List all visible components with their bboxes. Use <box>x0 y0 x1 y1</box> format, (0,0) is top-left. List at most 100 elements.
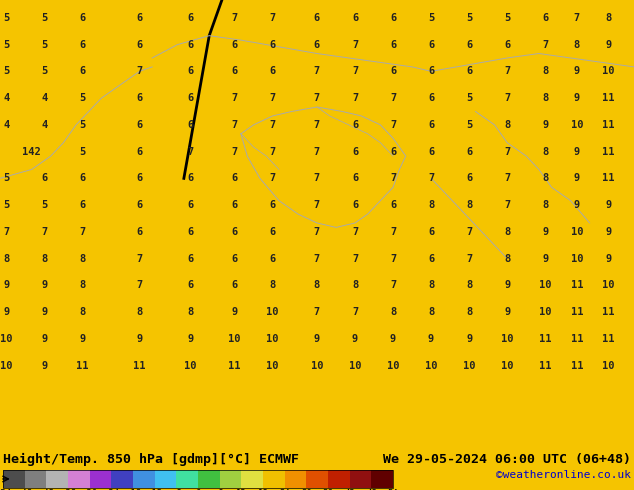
Text: 6: 6 <box>314 40 320 49</box>
Text: 5: 5 <box>79 120 86 130</box>
Text: 11: 11 <box>571 361 583 370</box>
Text: 6: 6 <box>428 66 434 76</box>
Bar <box>263 470 285 488</box>
Text: 7: 7 <box>504 200 510 210</box>
Bar <box>3 470 393 488</box>
Text: 7: 7 <box>136 66 143 76</box>
Text: 6: 6 <box>79 13 86 23</box>
Text: 36: 36 <box>323 489 333 490</box>
Text: 8: 8 <box>542 93 548 103</box>
Text: 7: 7 <box>504 66 510 76</box>
Text: 7: 7 <box>352 307 358 317</box>
Text: 11: 11 <box>571 334 583 344</box>
Text: 6: 6 <box>79 66 86 76</box>
Text: 7: 7 <box>314 173 320 183</box>
Text: 6: 6 <box>466 147 472 157</box>
Text: 8: 8 <box>542 147 548 157</box>
Text: 6: 6 <box>79 200 86 210</box>
Text: 4: 4 <box>3 120 10 130</box>
Text: 8: 8 <box>352 280 358 291</box>
Text: 10: 10 <box>266 334 279 344</box>
Text: 9: 9 <box>605 40 612 49</box>
Text: 5: 5 <box>3 66 10 76</box>
Text: 6: 6 <box>136 13 143 23</box>
Text: 8: 8 <box>466 280 472 291</box>
Text: 6: 6 <box>231 200 238 210</box>
Text: 6: 6 <box>136 40 143 49</box>
Text: 6: 6 <box>428 40 434 49</box>
Text: 10: 10 <box>501 334 514 344</box>
Text: 5: 5 <box>79 93 86 103</box>
Text: -12: -12 <box>146 489 163 490</box>
Text: 8: 8 <box>390 307 396 317</box>
Text: 6: 6 <box>390 147 396 157</box>
Text: -30: -30 <box>82 489 98 490</box>
Text: 10: 10 <box>266 307 279 317</box>
Text: 7: 7 <box>136 254 143 264</box>
Text: 6: 6 <box>390 13 396 23</box>
Text: 7: 7 <box>542 40 548 49</box>
Text: 7: 7 <box>390 227 396 237</box>
Text: 6: 6 <box>136 200 143 210</box>
Text: 9: 9 <box>41 307 48 317</box>
Text: 8: 8 <box>428 200 434 210</box>
Bar <box>372 470 393 488</box>
Text: 6: 6 <box>466 66 472 76</box>
Text: 30: 30 <box>301 489 312 490</box>
Text: 9: 9 <box>314 334 320 344</box>
Text: 7: 7 <box>136 280 143 291</box>
Bar <box>25 470 46 488</box>
Text: 12: 12 <box>236 489 247 490</box>
Text: 7: 7 <box>390 254 396 264</box>
Text: 9: 9 <box>542 254 548 264</box>
Text: 9: 9 <box>41 280 48 291</box>
Text: 9: 9 <box>79 334 86 344</box>
Text: 7: 7 <box>314 66 320 76</box>
Bar <box>176 470 198 488</box>
Text: 7: 7 <box>231 147 238 157</box>
Text: 7: 7 <box>314 307 320 317</box>
Text: 10: 10 <box>539 307 552 317</box>
Text: 4: 4 <box>41 120 48 130</box>
Text: 7: 7 <box>3 227 10 237</box>
Text: 9: 9 <box>3 280 10 291</box>
Text: ©weatheronline.co.uk: ©weatheronline.co.uk <box>496 469 631 480</box>
Text: -42: -42 <box>39 489 55 490</box>
Text: 6: 6 <box>504 40 510 49</box>
Text: 9: 9 <box>352 334 358 344</box>
Bar <box>285 470 306 488</box>
Text: 10: 10 <box>571 254 583 264</box>
Text: 10: 10 <box>266 361 279 370</box>
Text: 7: 7 <box>466 227 472 237</box>
Text: 8: 8 <box>542 66 548 76</box>
Text: 5: 5 <box>41 200 48 210</box>
Bar <box>90 470 112 488</box>
Text: 9: 9 <box>136 334 143 344</box>
Text: 7: 7 <box>269 147 276 157</box>
Text: 11: 11 <box>571 307 583 317</box>
Text: 10: 10 <box>463 361 476 370</box>
Text: 9: 9 <box>466 334 472 344</box>
Text: 8: 8 <box>3 254 10 264</box>
Text: 6: 6 <box>187 173 193 183</box>
Bar <box>198 470 220 488</box>
Text: 7: 7 <box>504 147 510 157</box>
Text: 7: 7 <box>352 40 358 49</box>
Text: 6: 6 <box>41 173 48 183</box>
Text: 6: 6 <box>390 40 396 49</box>
Text: 5: 5 <box>504 13 510 23</box>
Text: 5: 5 <box>41 66 48 76</box>
Text: 7: 7 <box>231 93 238 103</box>
Text: 8: 8 <box>428 280 434 291</box>
Text: 8: 8 <box>542 200 548 210</box>
Text: -24: -24 <box>103 489 120 490</box>
Text: 9: 9 <box>605 254 612 264</box>
Text: 10: 10 <box>0 361 13 370</box>
Text: 11: 11 <box>539 334 552 344</box>
Bar <box>3 470 25 488</box>
Text: 6: 6 <box>136 93 143 103</box>
Text: 7: 7 <box>428 173 434 183</box>
Text: 6: 6 <box>187 93 193 103</box>
Text: 6: 6 <box>428 147 434 157</box>
Text: 6: 6 <box>428 254 434 264</box>
